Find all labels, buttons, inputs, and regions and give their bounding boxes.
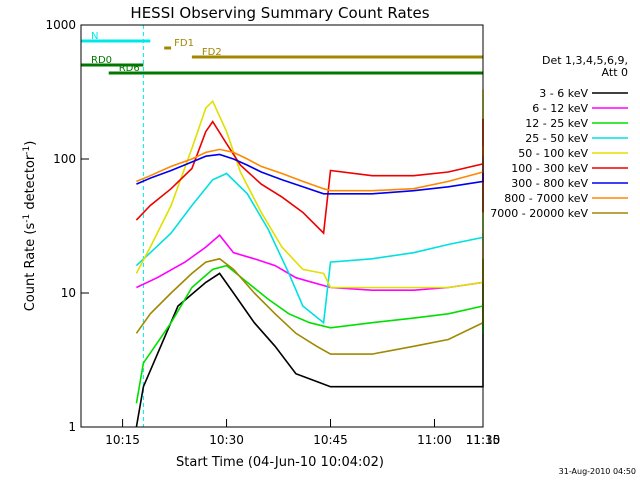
x-tick-label-5: 11:30 — [466, 433, 501, 447]
series-line-2 — [135, 258, 484, 404]
timestamp: 31-Aug-2010 04:50 — [559, 467, 636, 476]
x-tick-label-3: 11:00 — [417, 433, 452, 447]
legend-label-8: 7000 - 20000 keV — [490, 207, 588, 220]
legend-header-line1: Det 1,3,4,5,6,9, — [542, 54, 628, 67]
y-axis-label: Count Rate (s-1 detector-1) — [22, 141, 38, 312]
y-tick-label-1: 10 — [61, 286, 76, 300]
legend-header-line2: Att 0 — [602, 66, 628, 79]
chart-title: HESSI Observing Summary Count Rates — [130, 4, 429, 22]
legend-label-4: 50 - 100 keV — [518, 147, 588, 160]
y-axis-ticks: 1 10 100 1000 — [45, 18, 89, 434]
legend-label-7: 800 - 7000 keV — [504, 192, 588, 205]
status-label-n: N — [91, 31, 98, 42]
x-tick-label-0: 10:15 — [105, 433, 140, 447]
series-line-7 — [136, 146, 484, 192]
x-tick-label-2: 10:45 — [313, 433, 348, 447]
x-tick-label-1: 10:30 — [209, 433, 244, 447]
y-tick-label-0: 1 — [68, 420, 76, 434]
legend-label-0: 3 - 6 keV — [539, 87, 588, 100]
series-lines — [135, 89, 484, 428]
y-tick-label-2: 100 — [53, 152, 76, 166]
legend-label-2: 12 - 25 keV — [525, 117, 588, 130]
y-tick-label-3: 1000 — [45, 18, 76, 32]
legend-label-6: 300 - 800 keV — [511, 177, 588, 190]
legend-label-1: 6 - 12 keV — [532, 102, 588, 115]
series-line-1 — [136, 233, 484, 314]
status-bars: N FD1 FD2 RD0 RD6 — [81, 31, 483, 75]
legend: Det 1,3,4,5,6,9, Att 0 3 - 6 keV 6 - 12 k… — [490, 54, 628, 220]
x-tick-label-4: 11:15 — [466, 433, 501, 447]
status-label-fd2: FD2 — [202, 47, 222, 58]
legend-label-3: 25 - 50 keV — [525, 132, 588, 145]
status-label-rd0: RD0 — [91, 55, 112, 66]
series-line-5 — [135, 118, 484, 235]
status-label-fd1: FD1 — [174, 38, 194, 49]
status-label-rd6: RD6 — [119, 63, 140, 74]
series-line-8 — [135, 257, 484, 355]
plot-frame — [80, 24, 484, 428]
vertical-markers — [80, 25, 484, 427]
x-axis-label: Start Time (04-Jun-10 10:04:02) — [176, 455, 384, 470]
legend-label-5: 100 - 300 keV — [511, 162, 588, 175]
